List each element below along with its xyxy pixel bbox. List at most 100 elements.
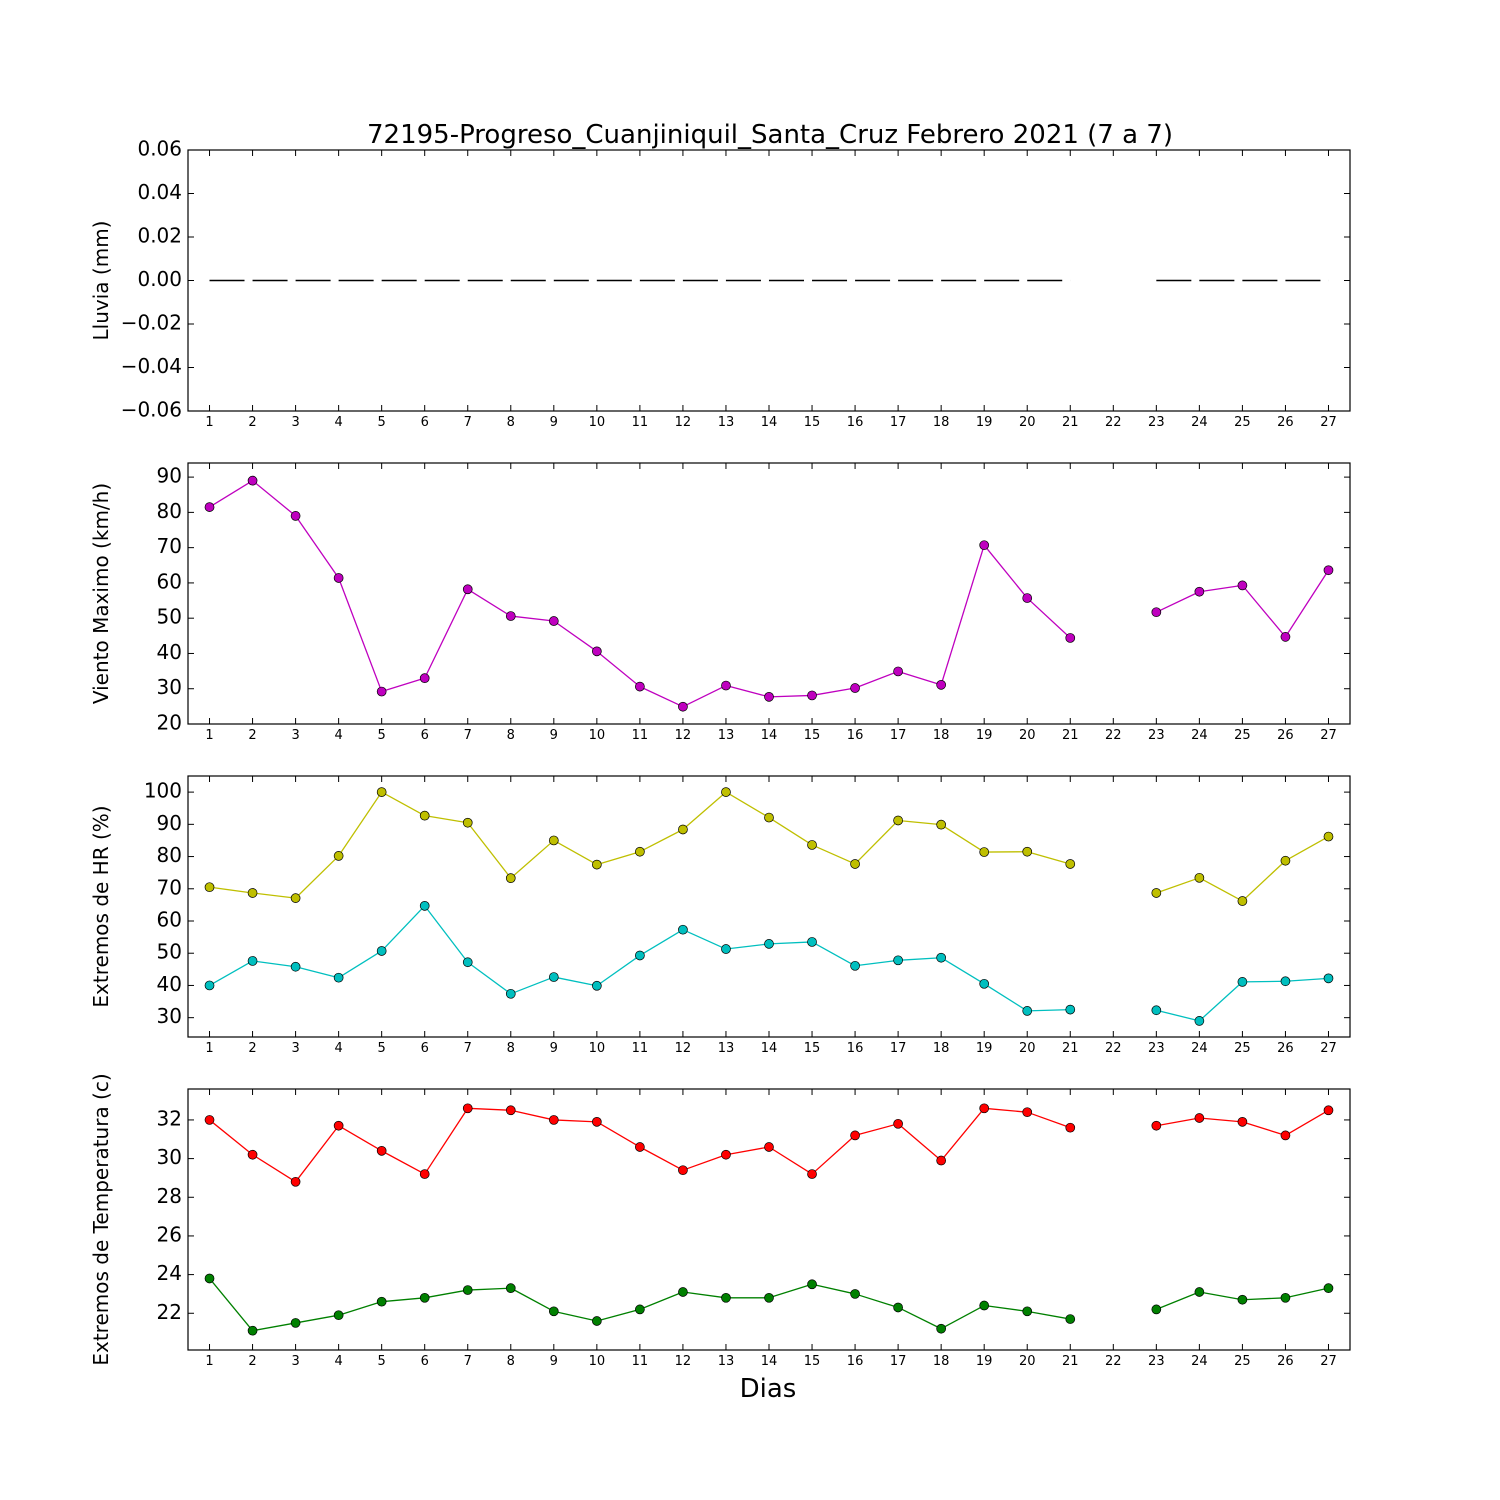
y-tick-label: 30 [157, 675, 182, 699]
x-tick-label: 21 [1062, 1041, 1079, 1056]
y-tick-label: 60 [157, 908, 182, 932]
data-point [290, 961, 301, 972]
data-point [721, 680, 731, 691]
data-point [548, 972, 559, 982]
series-line-segment [1156, 591, 1200, 613]
data-point [807, 1279, 817, 1290]
series-line-segment [1242, 980, 1286, 983]
x-tick-label: 19 [976, 1354, 993, 1369]
x-tick-label: 13 [718, 415, 735, 430]
plot-frame [187, 149, 1351, 412]
series-line-segment [1027, 1310, 1071, 1320]
y-axis-label: Lluvia (mm) [89, 221, 113, 341]
series-2 [204, 901, 1334, 1026]
data-point [290, 1176, 301, 1187]
x-tick-label: 10 [589, 1041, 606, 1056]
data-point [333, 1310, 344, 1321]
y-tick-label: 30 [157, 1145, 182, 1169]
series-line-segment [768, 694, 813, 698]
series-line-segment [983, 983, 1028, 1012]
series-line-segment [1027, 851, 1071, 865]
data-point [1323, 565, 1334, 576]
data-point [1194, 586, 1205, 597]
data-point [247, 475, 258, 486]
x-tick-label: 13 [718, 1041, 735, 1056]
x-tick-label: 24 [1191, 415, 1208, 430]
series-line-segment [252, 480, 297, 517]
data-point [592, 646, 602, 657]
data-point [1237, 896, 1248, 906]
x-tick-label: 9 [550, 728, 558, 743]
x-tick-label: 18 [933, 1354, 950, 1369]
x-tick-label: 20 [1019, 728, 1036, 743]
x-tick-label: 8 [507, 728, 515, 743]
data-point [635, 681, 645, 692]
x-tick-label: 4 [334, 1354, 342, 1369]
series-line-segment [854, 820, 899, 865]
data-point [1280, 1292, 1291, 1303]
data-point [764, 939, 774, 949]
data-point [1065, 1004, 1076, 1015]
data-point [893, 955, 903, 966]
data-point [979, 847, 990, 857]
series-line-segment [940, 544, 985, 686]
data-point [979, 540, 990, 551]
data-point [462, 584, 473, 595]
x-tick-label: 22 [1105, 728, 1122, 743]
y-tick-label: 60 [157, 569, 182, 593]
series-line-segment [209, 480, 253, 508]
x-tick-label: 1 [205, 1354, 213, 1369]
series-line-segment [252, 892, 296, 899]
series-line-segment [338, 1301, 382, 1316]
y-axis-label: Viento Maximo (km/h) [89, 483, 113, 704]
x-tick-label: 15 [804, 415, 821, 430]
series-line-segment [424, 1289, 468, 1299]
series-line-segment [1284, 569, 1330, 638]
series-line-segment [984, 1304, 1028, 1312]
data-point [376, 1146, 387, 1156]
data-point [592, 980, 602, 991]
series-line-segment [1199, 877, 1243, 902]
x-tick-label: 26 [1277, 415, 1294, 430]
x-tick-label: 5 [378, 1041, 386, 1056]
x-tick-label: 4 [334, 415, 342, 430]
x-tick-label: 20 [1019, 1041, 1036, 1056]
series-line-segment [381, 1150, 426, 1175]
data-point [764, 1292, 774, 1303]
series-line-segment [725, 684, 770, 698]
series-line-segment [295, 1314, 339, 1324]
series-line-segment [553, 976, 597, 987]
data-point [936, 1155, 946, 1166]
series-line-segment [682, 1154, 727, 1171]
x-tick-label: 10 [589, 415, 606, 430]
x-tick-label: 4 [334, 728, 342, 743]
series-line-segment [510, 615, 554, 622]
y-tick-label: 0.04 [137, 180, 182, 204]
data-point [1237, 977, 1248, 987]
series-line-segment [338, 791, 383, 857]
x-tick-label: 17 [890, 1041, 907, 1056]
y-tick-label: 70 [157, 875, 182, 899]
data-point [936, 679, 946, 690]
data-point [764, 812, 774, 823]
series-line-segment [295, 966, 339, 979]
series-line-segment [252, 960, 296, 968]
data-point [1022, 593, 1033, 603]
data-point [635, 950, 645, 961]
data-point [1151, 1120, 1162, 1131]
x-tick-label: 7 [464, 1354, 472, 1369]
data-point [462, 1285, 473, 1295]
x-tick-label: 16 [847, 415, 864, 430]
y-tick-label: 50 [157, 605, 182, 629]
data-point [850, 859, 860, 869]
series-line-segment [424, 814, 468, 824]
series-line-segment [467, 588, 512, 617]
data-point [1151, 607, 1162, 618]
series-line-segment [1156, 1009, 1200, 1022]
data-point [893, 815, 903, 826]
data-point [592, 1316, 602, 1326]
series-line-segment [682, 929, 727, 950]
x-tick-label: 22 [1105, 1041, 1122, 1056]
